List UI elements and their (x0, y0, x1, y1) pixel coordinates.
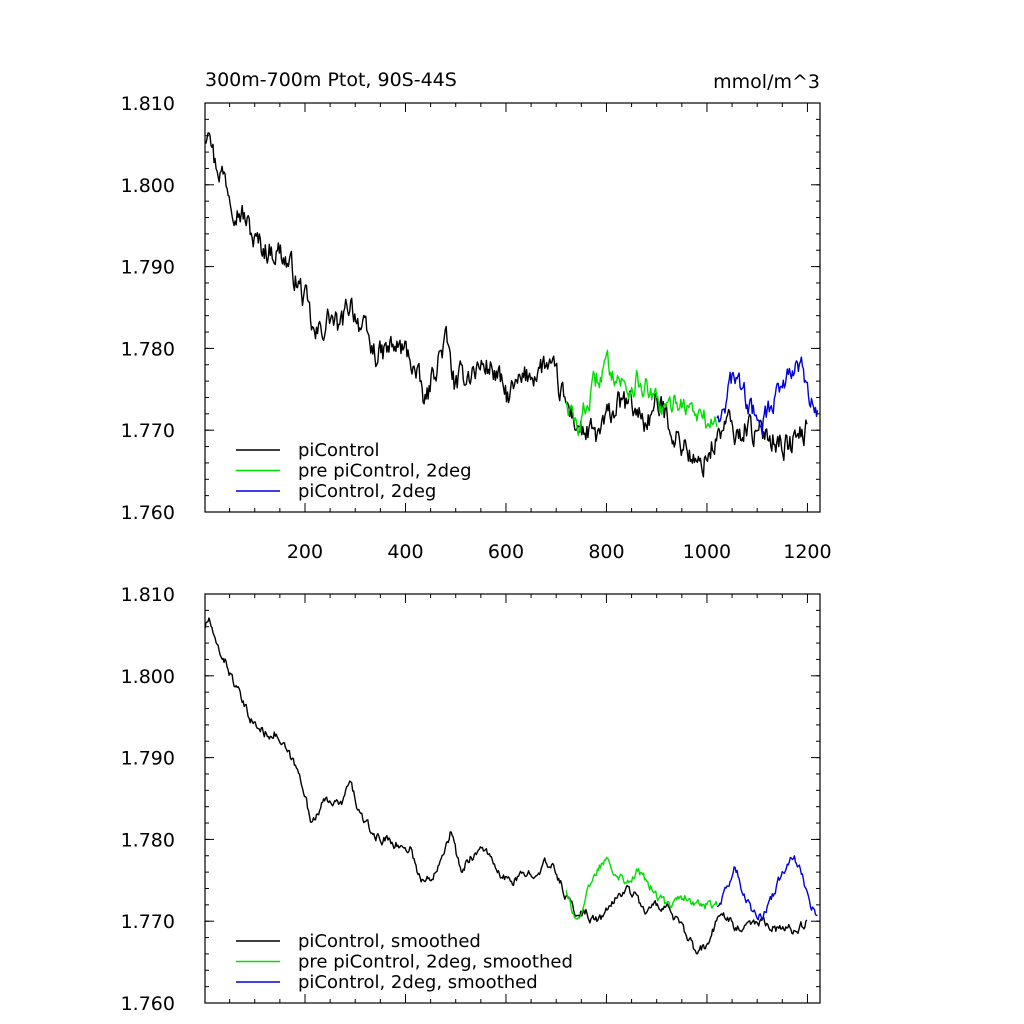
y-tick-label: 1.810 (121, 93, 175, 115)
y-tick-label: 1.800 (121, 175, 175, 197)
series-line (716, 356, 819, 436)
y-tick-label: 1.790 (121, 257, 175, 279)
chart-title: 300m-700m Ptot, 90S-44S (205, 69, 457, 91)
series-group (205, 132, 819, 478)
legend-label: piControl, smoothed (298, 931, 481, 952)
series-line (205, 132, 808, 478)
plot-frame (204, 593, 821, 1004)
legend-label: piControl, 2deg (298, 481, 436, 502)
y-tick-label: 1.770 (121, 420, 175, 442)
series-line (716, 855, 818, 921)
chart-panel-bottom: 1.760 1.770 1.780 1.790 1.800 1.810 piControl… (121, 584, 821, 1015)
series-line (565, 349, 718, 437)
series-line (205, 617, 808, 955)
y-tick-label: 1.800 (121, 666, 175, 688)
y-tick-label: 1.810 (121, 584, 175, 606)
x-tick-label: 200 (287, 541, 323, 563)
chart-panel-top: 300m-700m Ptot, 90S-44S mmol/m^3 1.7601.… (121, 69, 832, 563)
y-tick-labels: 1.760 1.770 1.780 1.790 1.800 1.810 (121, 584, 175, 1015)
y-tick-labels: 1.760 1.770 1.780 1.790 1.800 1.810 (121, 93, 175, 524)
y-tick-label: 1.780 (121, 829, 175, 851)
units-label: mmol/m^3 (713, 71, 820, 93)
x-tick-labels: 200 400 600 800 1000 1200 (287, 541, 832, 563)
y-tick-label: 1.780 (121, 338, 175, 360)
x-tick-label: 800 (588, 541, 624, 563)
series-group (205, 617, 818, 955)
y-tick-label: 1.760 (121, 993, 175, 1015)
axis-ticks (205, 593, 820, 1004)
legend-label: piControl (298, 440, 380, 461)
legend-label: pre piControl, 2deg (298, 461, 472, 482)
y-tick-label: 1.770 (121, 911, 175, 933)
plot-frame (204, 102, 821, 513)
x-tick-label: 1200 (783, 541, 831, 563)
y-tick-label: 1.790 (121, 748, 175, 770)
legend-label: pre piControl, 2deg, smoothed (298, 952, 573, 973)
x-tick-label: 1000 (683, 541, 731, 563)
x-tick-label: 600 (488, 541, 524, 563)
y-tick-label: 1.760 (121, 502, 175, 524)
series-line (565, 856, 718, 920)
legend-label: piControl, 2deg, smoothed (298, 972, 538, 993)
x-tick-label: 400 (387, 541, 423, 563)
